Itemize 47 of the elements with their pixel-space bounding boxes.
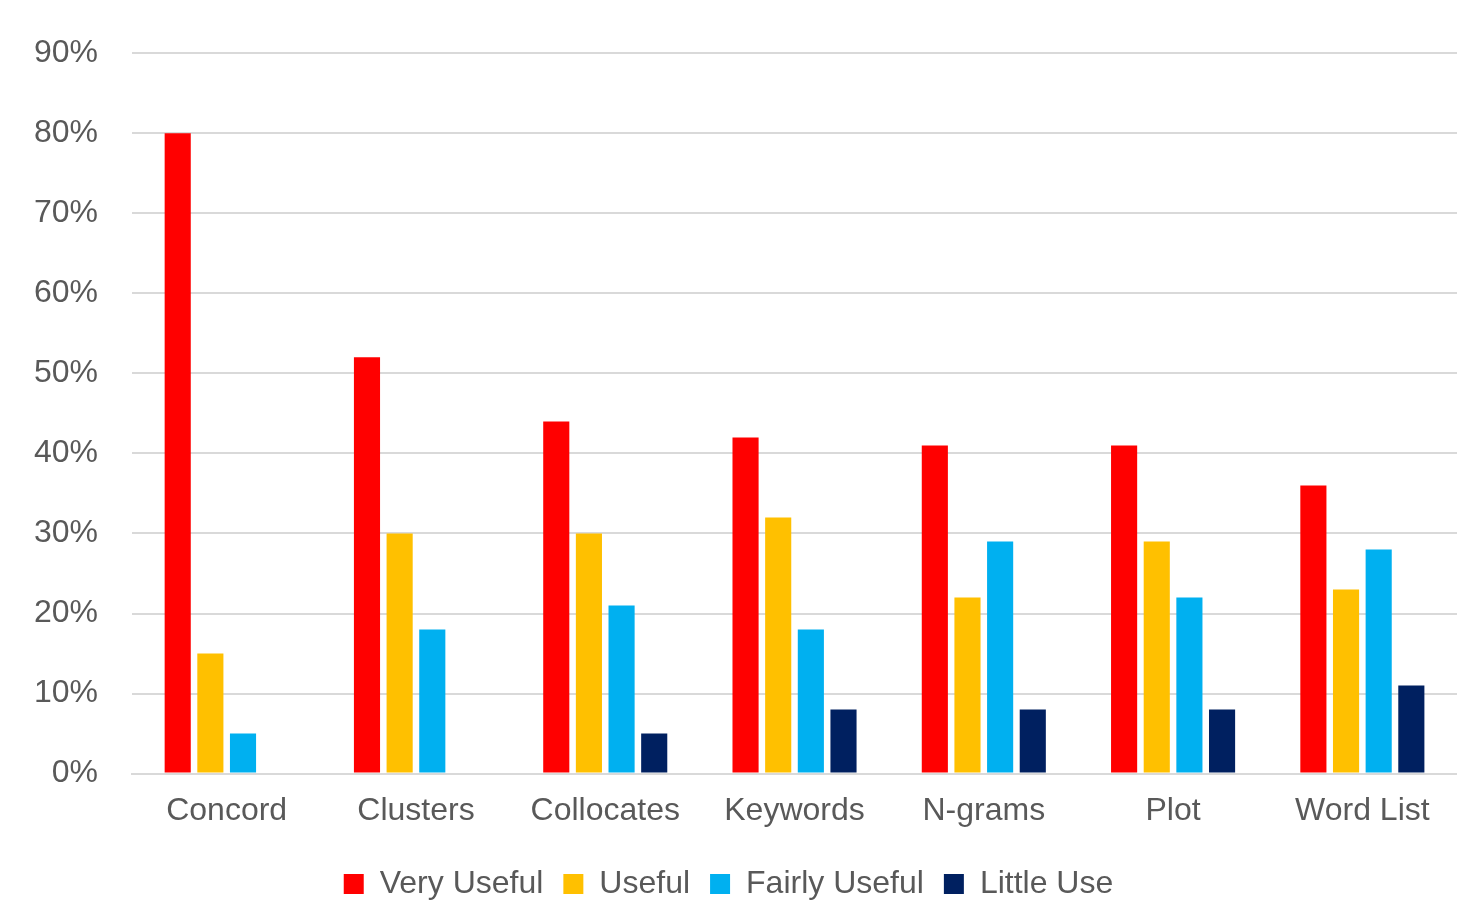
y-tick-label: 50% xyxy=(34,353,99,390)
bar xyxy=(543,421,570,773)
x-tick-label: N-grams xyxy=(922,790,1046,827)
x-tick-label: Plot xyxy=(1145,790,1201,827)
bar xyxy=(954,597,981,773)
y-tick-label: 40% xyxy=(34,433,99,470)
bar xyxy=(419,629,446,773)
y-tick-label: 60% xyxy=(34,273,99,310)
bar xyxy=(921,445,948,773)
bar xyxy=(1111,445,1138,773)
bar xyxy=(1209,709,1236,773)
bar xyxy=(1300,485,1327,773)
x-tick-label: Word List xyxy=(1295,790,1430,827)
bar xyxy=(765,517,792,773)
y-tick-label: 90% xyxy=(34,33,99,70)
bar xyxy=(164,133,191,773)
bar xyxy=(830,709,857,773)
bar xyxy=(197,653,224,773)
bar xyxy=(386,533,413,773)
legend-label: Very Useful xyxy=(379,863,544,900)
bar xyxy=(353,357,381,773)
bar xyxy=(1019,709,1046,773)
x-tick-label: Clusters xyxy=(357,790,475,827)
bar xyxy=(732,437,759,773)
bar xyxy=(575,533,602,773)
y-tick-label: 0% xyxy=(51,753,99,790)
bar xyxy=(1398,685,1425,773)
bar xyxy=(1176,597,1203,773)
legend-label: Fairly Useful xyxy=(746,863,924,900)
y-tick-label: 20% xyxy=(34,593,99,630)
y-tick-label: 70% xyxy=(34,193,99,230)
bar xyxy=(1143,541,1170,773)
bar xyxy=(229,733,257,773)
bar xyxy=(797,629,824,773)
legend-label: Little Use xyxy=(979,863,1114,900)
y-tick-label: 30% xyxy=(34,513,99,550)
x-tick-label: Concord xyxy=(166,790,288,827)
bar xyxy=(987,541,1014,773)
legend-label: Useful xyxy=(599,863,691,900)
x-tick-label: Collocates xyxy=(530,790,680,827)
bar xyxy=(608,605,635,773)
y-tick-label: 80% xyxy=(34,113,99,150)
x-tick-label: Keywords xyxy=(724,790,865,827)
bar xyxy=(1365,549,1392,773)
y-tick-label: 10% xyxy=(34,673,99,710)
bar xyxy=(1332,589,1360,773)
bar xyxy=(641,733,668,773)
